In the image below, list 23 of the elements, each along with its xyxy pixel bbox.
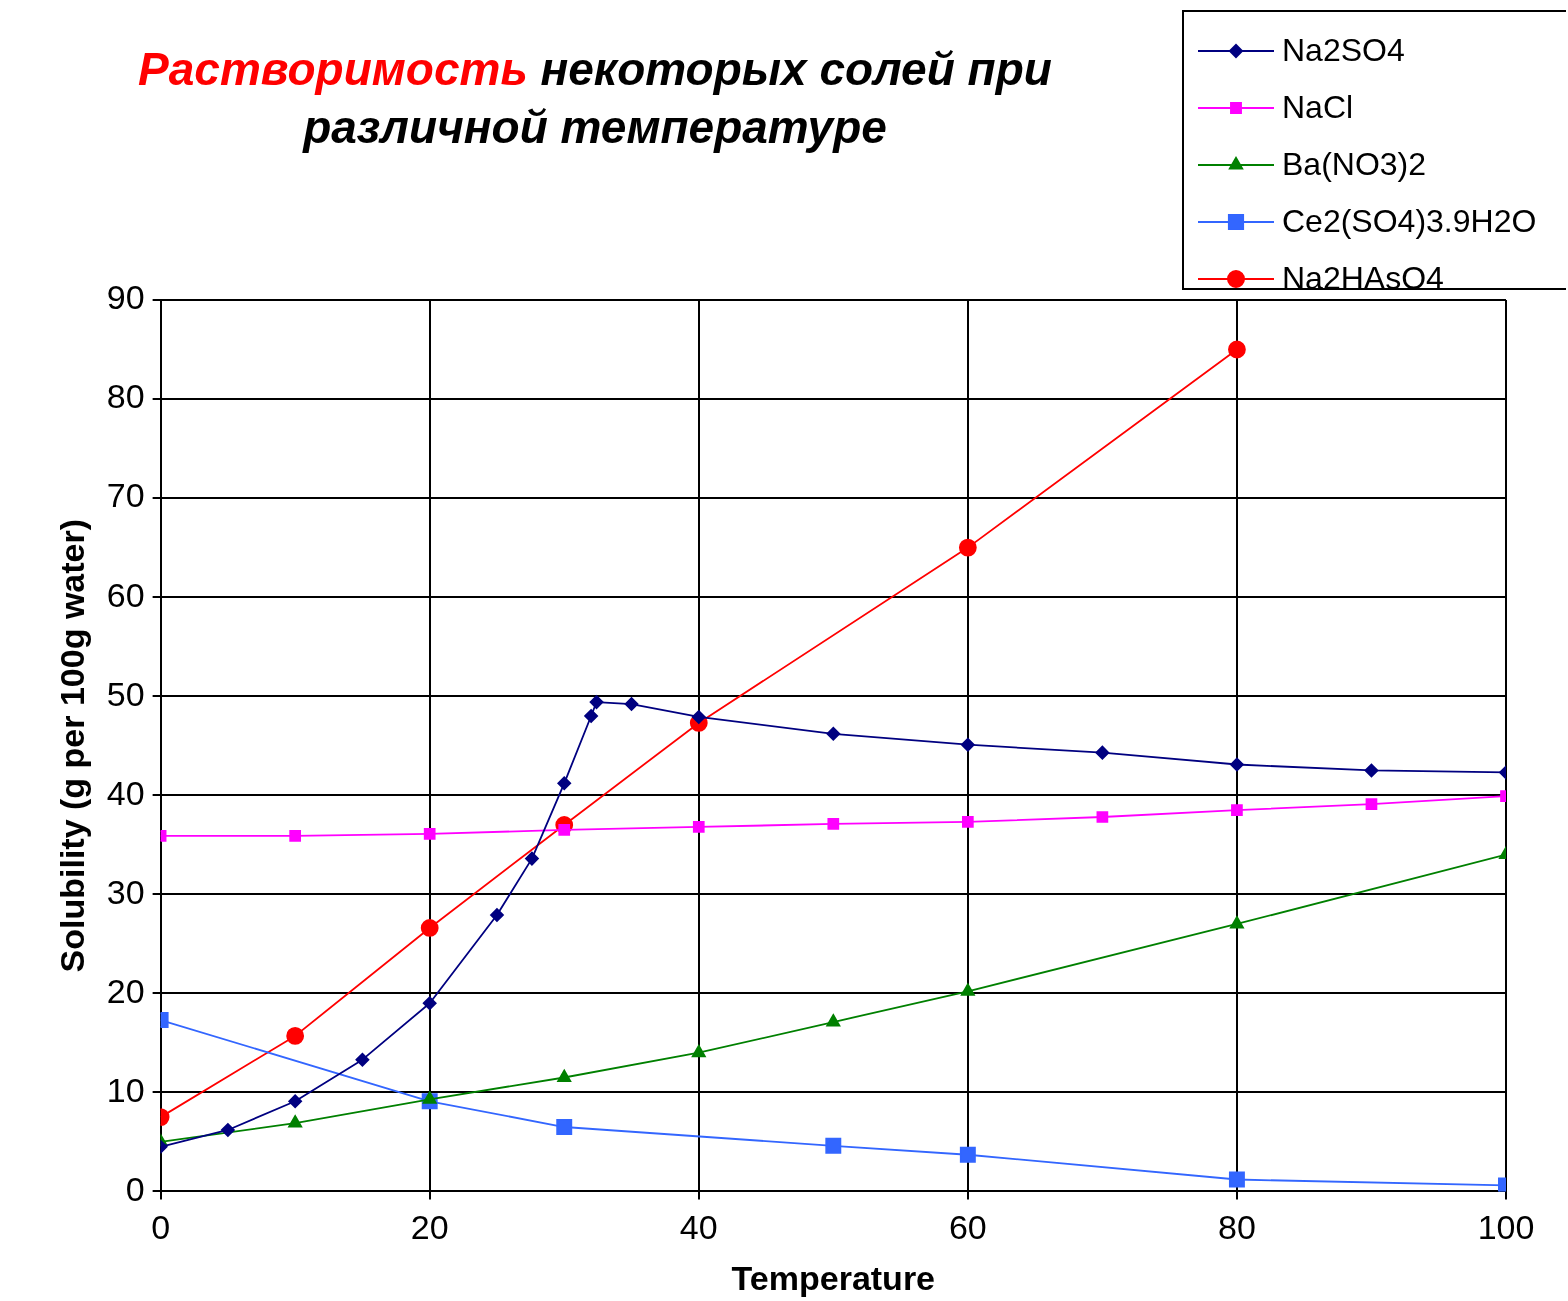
x-tick-label: 40 (679, 1208, 718, 1247)
legend-label: Na2SO4 (1282, 32, 1405, 69)
x-tick-label: 80 (1218, 1208, 1256, 1247)
y-tick-label: 90 (106, 278, 145, 317)
legend-label: NaCl (1282, 89, 1354, 126)
x-tick-label: 60 (948, 1208, 987, 1247)
y-tick-label: 40 (106, 773, 145, 812)
x-tick-label: 20 (410, 1208, 449, 1247)
legend-label: Ce2(SO4)3.9H2O (1282, 203, 1537, 240)
chart-title: Растворимость некоторых солей при различной температуре (137, 42, 1053, 155)
y-tick-label: 70 (106, 476, 145, 515)
y-axis-title: Solubility (g per 100g water) (52, 518, 91, 973)
y-tick-label: 50 (106, 674, 145, 713)
y-tick-label: 30 (106, 872, 145, 911)
x-tick-label: 100 (1477, 1208, 1535, 1247)
y-tick-label: 80 (106, 377, 145, 416)
y-tick-label: 10 (106, 1070, 145, 1109)
y-tick-label: 0 (125, 1169, 145, 1208)
x-axis-title: Temperature (731, 1258, 936, 1297)
x-tick-label: 0 (151, 1208, 171, 1247)
y-tick-label: 20 (106, 971, 145, 1010)
y-tick-label: 60 (106, 575, 145, 614)
legend-label: Ba(NO3)2 (1282, 146, 1427, 183)
